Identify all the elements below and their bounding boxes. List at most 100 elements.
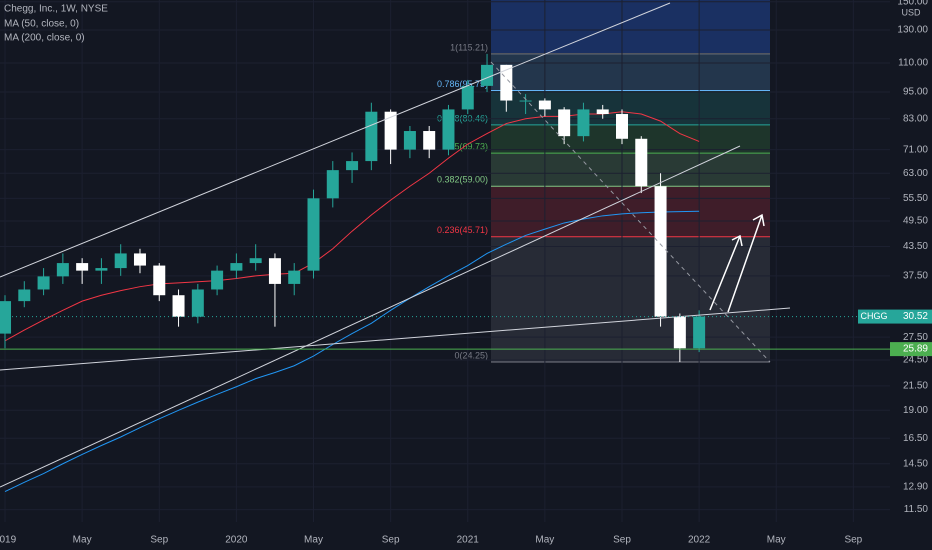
candle-body xyxy=(615,114,628,139)
candle-body xyxy=(635,138,648,187)
candle-body xyxy=(384,111,397,150)
fib-zone xyxy=(491,153,770,187)
candle-body xyxy=(249,258,262,264)
candle-body xyxy=(461,85,474,110)
candle-body xyxy=(423,131,436,150)
x-tick-label: 2019 xyxy=(0,535,17,546)
y-tick-label: 49.50 xyxy=(903,216,928,227)
candle-body xyxy=(172,295,185,317)
candle-body xyxy=(0,301,12,334)
y-tick-label: 24.50 xyxy=(903,355,928,366)
legend-entry: MA (200, close, 0) xyxy=(4,33,85,44)
moving-average xyxy=(4,210,700,492)
x-tick-label: 2022 xyxy=(688,535,711,546)
candle-body xyxy=(114,253,127,269)
y-tick-label: 95.00 xyxy=(903,87,928,98)
y-tick-label: 130.00 xyxy=(897,25,928,36)
candle-body xyxy=(693,316,706,349)
y-tick-label: 14.50 xyxy=(903,458,928,469)
y-tick-label: 37.50 xyxy=(903,270,928,281)
candle-body xyxy=(673,316,686,349)
fib-label: 0.786(95.75) xyxy=(437,79,488,89)
last-price-label: 30.52 xyxy=(903,311,928,322)
x-tick-label: Sep xyxy=(613,535,631,546)
x-tick-label: May xyxy=(304,535,323,546)
candle-body xyxy=(558,109,571,137)
y-tick-label: 43.50 xyxy=(903,241,928,252)
arrow xyxy=(727,213,765,313)
candle-body xyxy=(288,270,301,284)
candle-body xyxy=(442,109,455,150)
fib-zone xyxy=(491,124,770,154)
candle-body xyxy=(18,289,31,302)
trendline xyxy=(0,307,791,371)
candle-body xyxy=(326,170,339,199)
y-tick-label: 150.00 xyxy=(897,0,928,7)
candle-body xyxy=(519,100,532,102)
y-tick-label: 16.50 xyxy=(903,433,928,444)
symbol-badge xyxy=(858,309,890,324)
candle-body xyxy=(307,198,320,271)
fib-zone xyxy=(491,186,770,237)
price-badge xyxy=(890,309,932,324)
candle-body xyxy=(211,270,224,290)
y-tick-label: 27.50 xyxy=(903,332,928,343)
x-tick-label: May xyxy=(535,535,554,546)
fib-extension-zone xyxy=(491,0,770,53)
candle-body xyxy=(268,258,281,284)
x-tick-label: May xyxy=(767,535,786,546)
candle-body xyxy=(403,131,416,150)
x-tick-label: Sep xyxy=(844,535,862,546)
trendline xyxy=(0,2,671,278)
candle-body xyxy=(654,186,667,317)
fib-zone xyxy=(491,90,770,125)
candle-body xyxy=(76,263,89,271)
candle-body xyxy=(577,109,590,137)
fib-label: 0.382(59.00) xyxy=(437,175,488,185)
price-axis xyxy=(890,0,932,550)
y-tick-label: 63.00 xyxy=(903,168,928,179)
time-axis xyxy=(0,524,890,550)
fib-zone xyxy=(491,236,770,363)
candle-body xyxy=(596,109,609,115)
candle-body xyxy=(37,276,50,290)
drawings xyxy=(0,2,791,488)
overlay xyxy=(0,316,890,350)
candle-body xyxy=(500,64,513,101)
price-badge xyxy=(890,342,932,357)
candle-body xyxy=(95,268,108,271)
fib-zone xyxy=(491,53,770,91)
symbol-label: CHGG xyxy=(861,311,888,321)
fib-label: 1(115.21) xyxy=(450,42,488,52)
currency: USD xyxy=(901,7,921,17)
chart-title: Chegg, Inc., 1W, NYSE xyxy=(4,4,108,15)
candle-body xyxy=(230,263,243,271)
candle-body xyxy=(538,100,551,110)
x-tick-label: Sep xyxy=(150,535,168,546)
legend-entry: MA (50, close, 0) xyxy=(4,19,79,30)
y-tick-label: 110.00 xyxy=(898,58,928,69)
x-tick-label: 2021 xyxy=(457,535,480,546)
candle-body xyxy=(481,64,494,86)
candle-body xyxy=(365,111,378,162)
x-tick-label: May xyxy=(73,535,92,546)
arrow xyxy=(709,234,743,311)
fib-label: 0.236(45.71) xyxy=(437,225,488,235)
candle-body xyxy=(56,263,69,277)
trendline xyxy=(0,145,741,488)
y-tick-label: 71.00 xyxy=(903,144,928,155)
x-tick-label: Sep xyxy=(382,535,400,546)
candles xyxy=(0,53,706,363)
candle-body xyxy=(346,161,359,171)
y-tick-label: 12.90 xyxy=(903,482,928,493)
y-tick-label: 21.50 xyxy=(903,380,928,391)
horizontal-line-label: 25.89 xyxy=(903,344,928,355)
y-tick-label: 11.50 xyxy=(904,504,929,515)
candle-body xyxy=(133,253,146,266)
fib-label: 0(24.25) xyxy=(454,350,488,360)
y-tick-label: 19.00 xyxy=(903,405,928,416)
y-tick-label: 55.50 xyxy=(903,193,928,204)
y-tick-label: 83.00 xyxy=(903,113,928,124)
